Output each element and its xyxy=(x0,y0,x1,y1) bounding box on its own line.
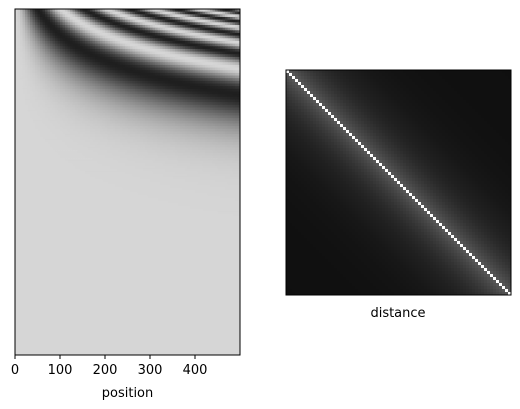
left-x-tick-label: 400 xyxy=(183,363,208,378)
left-x-tick-label: 100 xyxy=(48,363,73,378)
encoding-image xyxy=(15,9,240,355)
left-x-tick-label: 0 xyxy=(11,363,19,378)
distance-image xyxy=(286,70,511,295)
left-x-tick-label: 200 xyxy=(93,363,118,378)
right-x-axis-label: distance xyxy=(370,306,425,321)
distance-matrix-heatmap: distance xyxy=(286,70,511,321)
positional-encoding-heatmap: 0 100 200 300 400 position xyxy=(11,9,241,401)
left-x-axis-label: position xyxy=(102,386,154,401)
left-x-tick-label: 300 xyxy=(138,363,163,378)
left-x-ticks: 0 100 200 300 400 xyxy=(11,355,208,378)
